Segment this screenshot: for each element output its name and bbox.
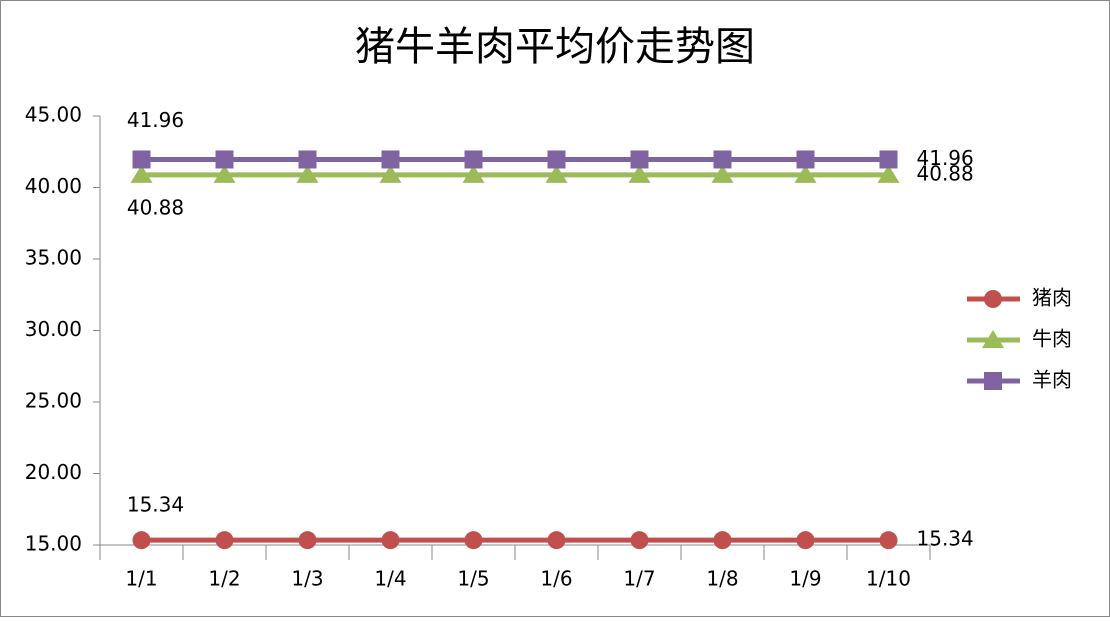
y-tick-label: 15.00 <box>25 532 82 556</box>
marker <box>547 150 566 169</box>
data-label: 15.34 <box>127 493 184 517</box>
legend-label: 羊肉 <box>1032 368 1072 392</box>
y-tick-label: 30.00 <box>25 317 82 341</box>
marker <box>879 531 898 550</box>
marker <box>213 164 236 183</box>
y-tick-label: 40.00 <box>25 174 82 198</box>
marker <box>462 164 485 183</box>
legend-marker <box>982 330 1004 348</box>
marker <box>547 531 566 550</box>
marker <box>298 531 317 550</box>
x-tick-label: 1/8 <box>706 567 738 591</box>
x-tick-label: 1/2 <box>208 567 240 591</box>
x-tick-label: 1/3 <box>291 567 323 591</box>
marker <box>628 164 651 183</box>
marker <box>464 531 483 550</box>
marker <box>379 164 402 183</box>
marker <box>215 531 234 550</box>
marker <box>879 150 898 169</box>
marker <box>630 150 649 169</box>
y-tick-label: 45.00 <box>25 103 82 127</box>
legend-marker <box>984 290 1002 308</box>
y-tick-label: 25.00 <box>25 389 82 413</box>
marker <box>877 164 900 183</box>
legend-label: 牛肉 <box>1032 327 1072 351</box>
x-tick-label: 1/9 <box>789 567 821 591</box>
data-label: 40.88 <box>917 161 974 185</box>
marker <box>796 150 815 169</box>
marker <box>713 531 732 550</box>
marker <box>630 531 649 550</box>
y-tick-label: 20.00 <box>25 460 82 484</box>
x-tick-label: 1/10 <box>866 567 911 591</box>
marker <box>132 150 151 169</box>
legend-label: 猪肉 <box>1032 286 1072 310</box>
marker <box>711 164 734 183</box>
marker <box>215 150 234 169</box>
data-label: 41.96 <box>917 146 974 170</box>
y-tick-label: 35.00 <box>25 246 82 270</box>
x-tick-label: 1/4 <box>374 567 406 591</box>
marker <box>298 150 317 169</box>
marker <box>296 164 319 183</box>
marker <box>381 531 400 550</box>
data-label: 41.96 <box>127 108 184 132</box>
marker <box>464 150 483 169</box>
x-tick-label: 1/7 <box>623 567 655 591</box>
marker <box>132 531 151 550</box>
marker <box>794 164 817 183</box>
marker <box>545 164 568 183</box>
x-tick-label: 1/1 <box>125 567 157 591</box>
x-tick-label: 1/6 <box>540 567 572 591</box>
legend-marker <box>984 372 1002 390</box>
data-label: 15.34 <box>917 527 974 551</box>
marker <box>381 150 400 169</box>
marker <box>713 150 732 169</box>
marker <box>130 164 153 183</box>
chart-title: 猪牛羊肉平均价走势图 <box>355 24 755 70</box>
marker <box>796 531 815 550</box>
data-label: 40.88 <box>127 195 184 219</box>
x-tick-label: 1/5 <box>457 567 489 591</box>
